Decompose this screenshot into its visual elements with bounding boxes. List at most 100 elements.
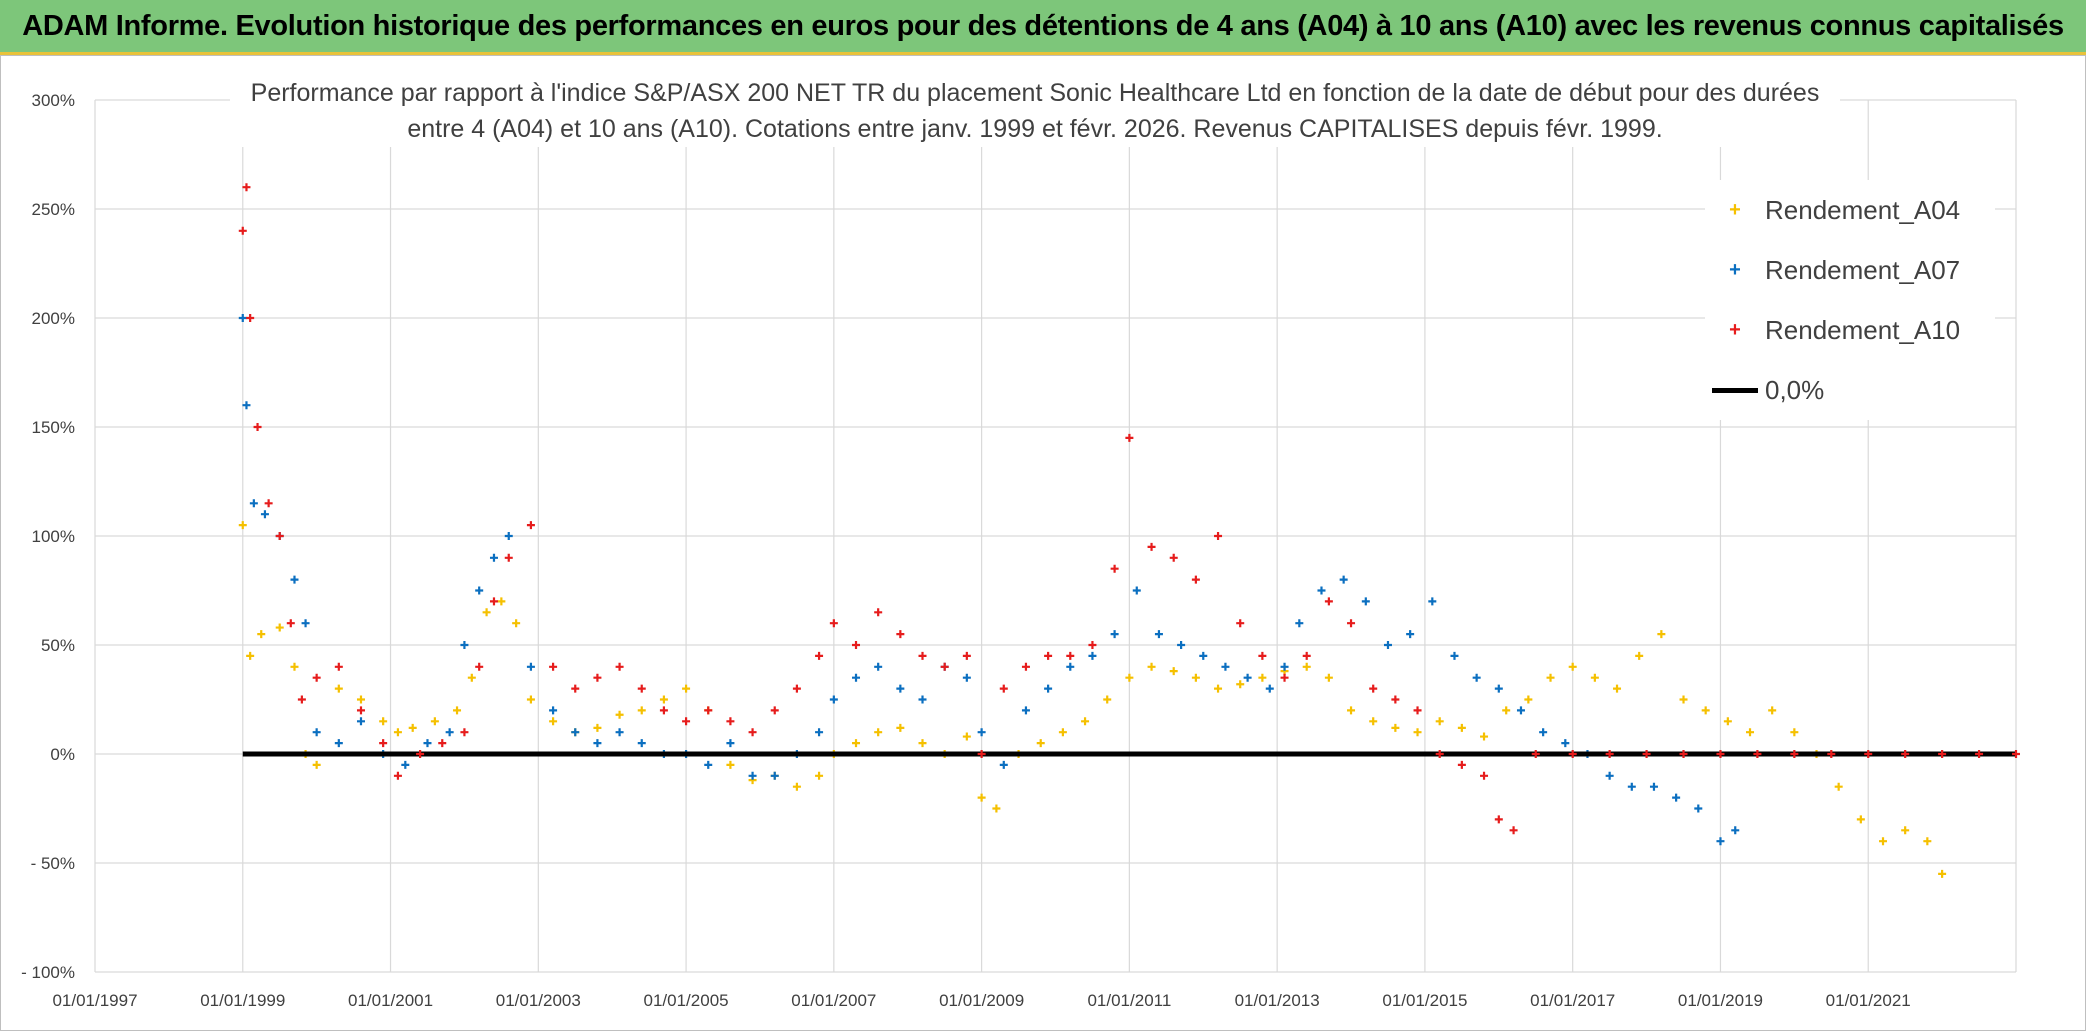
- point-a10: [918, 651, 927, 660]
- point-a07: [615, 728, 624, 737]
- point-a04: [246, 651, 255, 660]
- point-a10: [1605, 750, 1614, 758]
- point-a10: [1302, 651, 1311, 660]
- point-a04: [1856, 815, 1865, 824]
- point-a10: [1435, 750, 1444, 758]
- point-a10: [460, 728, 469, 737]
- point-a07: [1694, 804, 1703, 813]
- point-a10: [940, 662, 949, 671]
- point-a07: [1716, 837, 1725, 846]
- point-a04: [1901, 826, 1910, 835]
- point-a10: [379, 739, 388, 748]
- point-a04: [1302, 662, 1311, 671]
- point-a10: [829, 619, 838, 628]
- point-a04: [726, 760, 735, 769]
- point-a04: [1191, 673, 1200, 682]
- point-a07: [1539, 728, 1548, 737]
- point-a04: [1480, 732, 1489, 741]
- point-a04: [430, 717, 439, 726]
- point-a10: [1214, 532, 1223, 540]
- banner-title: ADAM Informe. Evolution historique des p…: [0, 0, 2086, 55]
- point-a10: [1975, 750, 1984, 758]
- x-tick-label: 01/01/2021: [1826, 991, 1911, 1010]
- point-a07: [726, 739, 735, 748]
- point-a07: [334, 739, 343, 748]
- point-a10: [1066, 651, 1075, 660]
- point-a07: [1339, 575, 1348, 584]
- point-a10: [1088, 641, 1097, 649]
- point-a10: [1391, 695, 1400, 704]
- point-a04: [1938, 869, 1947, 878]
- y-tick-label: - 100%: [21, 963, 75, 982]
- point-a07: [1265, 684, 1274, 693]
- point-a10: [1347, 619, 1356, 628]
- y-tick-label: 100%: [32, 527, 75, 546]
- x-tick-label: 01/01/2019: [1678, 991, 1763, 1010]
- legend-marker-a04: +: [1729, 198, 1741, 221]
- point-a04: [512, 619, 521, 628]
- point-a10: [1125, 433, 1134, 442]
- point-a07: [1361, 597, 1370, 606]
- point-a07: [312, 728, 321, 737]
- point-a10: [1901, 750, 1910, 758]
- point-a04: [1768, 706, 1777, 715]
- point-a07: [1406, 630, 1415, 639]
- legend-marker-a07: +: [1729, 258, 1741, 281]
- point-a10: [1790, 750, 1799, 758]
- point-a10: [1716, 750, 1725, 758]
- point-a10: [792, 684, 801, 693]
- point-a04: [1790, 728, 1799, 737]
- point-a10: [438, 739, 447, 748]
- point-a04: [290, 662, 299, 671]
- point-a07: [260, 510, 269, 519]
- point-a07: [896, 684, 905, 693]
- point-a04: [1324, 673, 1333, 682]
- chart-title-line-2: entre 4 (A04) et 10 ans (A10). Cotations…: [407, 115, 1663, 143]
- point-a04: [1701, 706, 1710, 715]
- point-a10: [1509, 826, 1518, 835]
- point-a07: [977, 728, 986, 737]
- point-a04: [637, 706, 646, 715]
- x-tick-label: 01/01/2007: [791, 991, 876, 1010]
- point-a04: [334, 684, 343, 693]
- legend-item-a04: + Rendement_A04: [1705, 190, 1960, 230]
- point-a04: [1169, 667, 1178, 676]
- point-a10: [1679, 750, 1688, 758]
- point-a07: [249, 499, 258, 508]
- point-a10: [356, 706, 365, 715]
- point-a10: [549, 662, 558, 671]
- point-a10: [571, 684, 580, 693]
- point-a07: [571, 728, 580, 737]
- point-a10: [682, 717, 691, 726]
- point-a10: [1280, 673, 1289, 682]
- point-a07: [238, 314, 247, 322]
- point-a07: [1295, 619, 1304, 628]
- point-a07: [962, 673, 971, 682]
- point-a10: [962, 651, 971, 660]
- point-a04: [1524, 695, 1533, 704]
- point-a07: [1731, 826, 1740, 835]
- legend-label-a10: Rendement_A10: [1765, 314, 1961, 345]
- point-a07: [829, 695, 838, 704]
- point-a07: [1132, 586, 1141, 595]
- point-a04: [962, 732, 971, 741]
- point-a07: [1221, 662, 1230, 671]
- chart-title-line-1: Performance par rapport à l'indice S&P/A…: [250, 79, 1820, 107]
- x-tick-label: 01/01/1999: [200, 991, 285, 1010]
- point-a07: [1243, 673, 1252, 682]
- point-a10: [704, 706, 713, 715]
- point-a07: [526, 662, 535, 671]
- point-a07: [1066, 662, 1075, 671]
- point-a04: [453, 706, 462, 715]
- point-a04: [549, 717, 558, 726]
- point-a04: [918, 739, 927, 748]
- point-a04: [312, 760, 321, 769]
- point-a04: [379, 717, 388, 726]
- point-a10: [999, 684, 1008, 693]
- point-a10: [1324, 597, 1333, 606]
- point-a10: [253, 423, 262, 431]
- y-tick-label: 200%: [32, 309, 75, 328]
- point-a04: [1502, 706, 1511, 715]
- y-tick-label: - 50%: [31, 854, 75, 873]
